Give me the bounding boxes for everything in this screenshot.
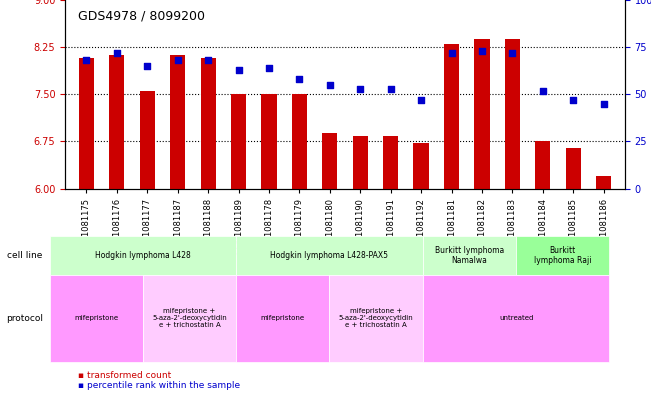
Point	[173, 57, 183, 64]
Point	[111, 50, 122, 56]
Bar	[261, 94, 277, 189]
Bar	[231, 94, 246, 189]
Bar	[170, 55, 186, 189]
Bar	[505, 39, 520, 189]
Point	[142, 63, 152, 69]
Point	[355, 86, 365, 92]
Text: Burkitt lymphoma
Namalwa: Burkitt lymphoma Namalwa	[435, 246, 504, 265]
Text: mifepristone +
5-aza-2'-deoxycytidin
e + trichostatin A: mifepristone + 5-aza-2'-deoxycytidin e +…	[339, 309, 413, 328]
Point	[416, 97, 426, 103]
Bar	[109, 55, 124, 189]
Text: untreated: untreated	[499, 315, 533, 321]
Text: mifepristone: mifepristone	[261, 315, 305, 321]
Bar	[79, 58, 94, 189]
Bar	[444, 44, 459, 189]
Bar	[413, 143, 429, 189]
Text: Burkitt
lymphoma Raji: Burkitt lymphoma Raji	[534, 246, 592, 265]
Text: mifepristone: mifepristone	[74, 315, 118, 321]
Point	[203, 57, 214, 64]
Point	[264, 65, 274, 71]
Bar	[140, 91, 155, 189]
Bar	[201, 58, 215, 189]
Point	[507, 50, 518, 56]
Bar	[566, 148, 581, 189]
Point	[538, 87, 548, 94]
Text: GDS4978 / 8099200: GDS4978 / 8099200	[78, 10, 205, 23]
Point	[81, 57, 92, 64]
Text: protocol: protocol	[7, 314, 44, 323]
Text: ▪ percentile rank within the sample: ▪ percentile rank within the sample	[78, 381, 240, 389]
Point	[385, 86, 396, 92]
Bar	[596, 176, 611, 189]
Bar	[353, 136, 368, 189]
Point	[233, 67, 243, 73]
Point	[598, 101, 609, 107]
Bar	[535, 141, 550, 189]
Text: ▪ transformed count: ▪ transformed count	[78, 371, 171, 380]
Point	[447, 50, 457, 56]
Point	[325, 82, 335, 88]
Text: cell line: cell line	[7, 251, 42, 260]
Bar	[383, 136, 398, 189]
Bar	[475, 39, 490, 189]
Text: Hodgkin lymphoma L428: Hodgkin lymphoma L428	[95, 251, 191, 260]
Point	[294, 76, 305, 83]
Text: Hodgkin lymphoma L428-PAX5: Hodgkin lymphoma L428-PAX5	[270, 251, 389, 260]
Text: mifepristone +
5-aza-2'-deoxycytidin
e + trichostatin A: mifepristone + 5-aza-2'-deoxycytidin e +…	[152, 309, 227, 328]
Bar	[292, 94, 307, 189]
Bar	[322, 133, 337, 189]
Point	[568, 97, 579, 103]
Point	[477, 48, 487, 54]
